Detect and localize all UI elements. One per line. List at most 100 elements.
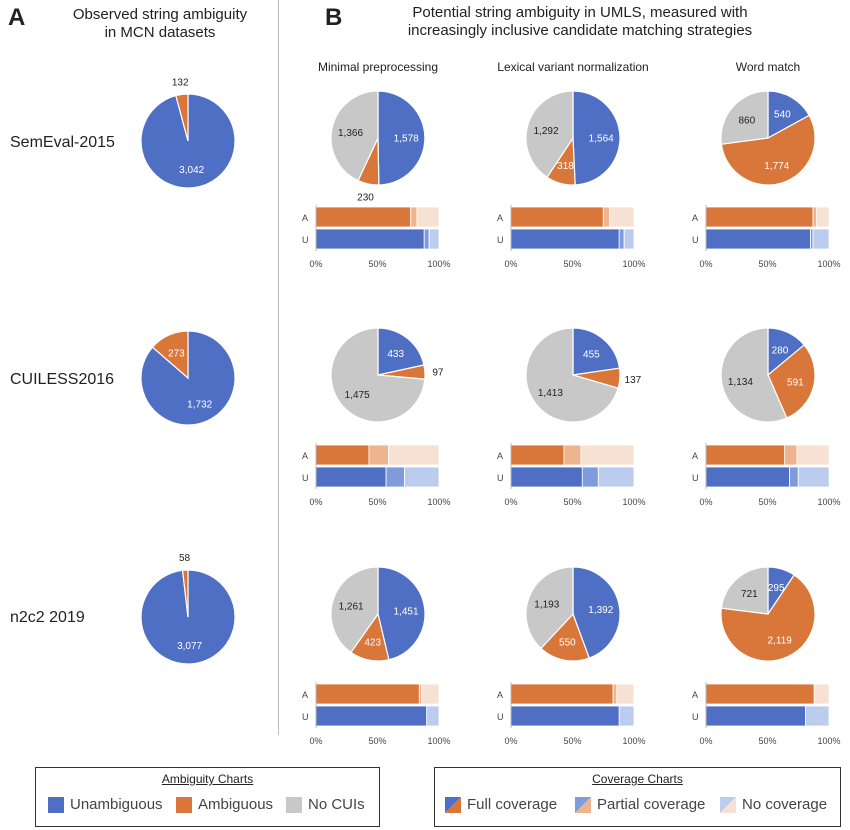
- bars-cuiless2016-lexical-variant-normalization-cat-A: A: [497, 451, 503, 461]
- bars-n2c2-2019-lexical-variant-normalization-bar-A-partial-coverage: [612, 683, 618, 705]
- bars-n2c2-2019-minimal-preprocessing-tick-0: 0%: [309, 736, 322, 746]
- pie-a-cuiless2016-slice-1: [151, 330, 189, 380]
- bars-n2c2-2019-lexical-variant-normalization-cat-U: U: [497, 712, 504, 722]
- legend-ambiguity-title: Ambiguity Charts: [161, 772, 254, 786]
- bars-semeval-2015-word-match-tick-1: 50%: [758, 259, 776, 269]
- pie-b-semeval-2015-lexical-variant-normalization-slice-0: [572, 90, 621, 186]
- pie-b-n2c2-2019-minimal-preprocessing-slice-0: [377, 566, 426, 661]
- panel-a-title: Observed string ambiguity in MCN dataset…: [40, 6, 280, 42]
- pie-b-cuiless2016-minimal-preprocessing-slice-0: [377, 327, 425, 376]
- pie-b-semeval-2015-word-match-slice-2: [720, 90, 769, 145]
- bars-cuiless2016-word-match-bar-A-full-coverage: [705, 444, 786, 466]
- bars-n2c2-2019-word-match-bar-U-no-coverage: [805, 705, 830, 727]
- bars-semeval-2015-minimal-preprocessing-cat-A: A: [302, 213, 308, 223]
- panel-a-title-line2: in MCN datasets: [104, 24, 216, 41]
- row-label-semeval: SemEval-2015: [10, 134, 115, 151]
- bars-n2c2-2019-word-match-cat-A: A: [692, 690, 698, 700]
- column-title-lexical: Lexical variant normalization: [497, 60, 649, 74]
- bars-semeval-2015-minimal-preprocessing-bar-U-full-coverage: [315, 228, 425, 250]
- pie-a-semeval-2015-slice-1: [175, 93, 189, 142]
- bars-n2c2-2019-minimal-preprocessing-cat-A: A: [302, 690, 308, 700]
- pie-b-semeval-2015-minimal-preprocessing-label-2: 1,366: [338, 128, 363, 139]
- pie-b-cuiless2016-word-match-label-0: 280: [772, 346, 789, 357]
- bars-semeval-2015-lexical-variant-normalization-bar-U-no-coverage: [623, 228, 635, 250]
- bars-cuiless2016-lexical-variant-normalization-tick-1: 50%: [563, 497, 581, 507]
- bars-semeval-2015-lexical-variant-normalization-bar-A-partial-coverage: [602, 206, 610, 228]
- bars-n2c2-2019-word-match-tick-0: 0%: [699, 736, 712, 746]
- bars-n2c2-2019-minimal-preprocessing-cat-U: U: [302, 712, 309, 722]
- pie-b-n2c2-2019-word-match-label-0: 295: [768, 583, 785, 594]
- bars-cuiless2016-word-match-tick-2: 100%: [817, 497, 840, 507]
- legend-item-full-coverage: Full coverage: [445, 796, 557, 813]
- legend-item-partial-coverage: Partial coverage: [575, 796, 705, 813]
- pie-b-cuiless2016-minimal-preprocessing-label-1: 97: [432, 367, 444, 378]
- pie-b-cuiless2016-lexical-variant-normalization-label-0: 455: [583, 350, 600, 361]
- bars-semeval-2015-minimal-preprocessing-bar-A-partial-coverage: [410, 206, 418, 228]
- pie-b-cuiless2016-word-match-label-1: 591: [787, 378, 804, 389]
- bars-semeval-2015-word-match-cat-A: A: [692, 213, 698, 223]
- pie-b-cuiless2016-word-match-label-2: 1,134: [728, 377, 753, 388]
- bars-cuiless2016-lexical-variant-normalization-bar-A-partial-coverage: [563, 444, 582, 466]
- bars-n2c2-2019-lexical-variant-normalization-bar-U-no-coverage: [618, 705, 635, 727]
- panel-divider: [278, 0, 279, 735]
- legend-label-ambiguous: Ambiguous: [198, 796, 274, 813]
- legend-label-partial-coverage: Partial coverage: [597, 796, 706, 813]
- pie-b-n2c2-2019-word-match-slice-1: [720, 574, 816, 662]
- pie-b-n2c2-2019-minimal-preprocessing-label-2: 1,261: [339, 602, 364, 613]
- pie-b-semeval-2015-word-match-label-2: 860: [738, 115, 755, 126]
- pie-b-cuiless2016-lexical-variant-normalization-label-1: 137: [625, 375, 642, 386]
- legend-label-no-coverage: No coverage: [742, 796, 828, 813]
- pie-b-n2c2-2019-lexical-variant-normalization-label-2: 1,193: [534, 600, 559, 611]
- pie-b-n2c2-2019-lexical-variant-normalization-slice-1: [540, 612, 590, 662]
- bars-cuiless2016-word-match-cat-A: A: [692, 451, 698, 461]
- bars-n2c2-2019-minimal-preprocessing-bar-U-full-coverage: [315, 705, 428, 727]
- pie-a-cuiless2016-label-1: 273: [168, 348, 185, 359]
- panel-a-letter: A: [8, 4, 26, 31]
- bars-cuiless2016-minimal-preprocessing-bar-U-no-coverage: [404, 466, 440, 488]
- pie-b-semeval-2015-minimal-preprocessing-label-0: 1,578: [394, 134, 419, 145]
- bars-cuiless2016-word-match-bar-U-no-coverage: [797, 466, 830, 488]
- bars-n2c2-2019-lexical-variant-normalization-bar-U-full-coverage: [510, 705, 620, 727]
- bars-semeval-2015-lexical-variant-normalization-bar-A-full-coverage: [510, 206, 604, 228]
- bars-semeval-2015-lexical-variant-normalization-cat-A: A: [497, 213, 503, 223]
- legend-coverage-title: Coverage Charts: [592, 772, 683, 786]
- pie-b-n2c2-2019-lexical-variant-normalization-label-1: 550: [559, 638, 576, 649]
- bars-cuiless2016-minimal-preprocessing-cat-A: A: [302, 451, 308, 461]
- bars-cuiless2016-lexical-variant-normalization-cat-U: U: [497, 473, 504, 483]
- legend-item-ambiguous: Ambiguous: [176, 796, 273, 813]
- bars-semeval-2015-word-match-tick-2: 100%: [817, 259, 840, 269]
- bars-cuiless2016-minimal-preprocessing-tick-1: 50%: [368, 497, 386, 507]
- pie-b-cuiless2016-minimal-preprocessing-slice-2: [330, 327, 426, 423]
- bars-n2c2-2019-word-match-tick-1: 50%: [758, 736, 776, 746]
- pie-b-semeval-2015-lexical-variant-normalization-label-0: 1,564: [589, 133, 614, 144]
- bars-n2c2-2019-minimal-preprocessing-bar-U-no-coverage: [426, 705, 440, 727]
- legend-item-no-coverage: No coverage: [720, 796, 827, 813]
- pie-b-semeval-2015-minimal-preprocessing-slice-2: [330, 90, 379, 182]
- bars-semeval-2015-lexical-variant-normalization-tick-1: 50%: [563, 259, 581, 269]
- legend-ambiguity: Ambiguity Charts Unambiguous Ambiguous N…: [35, 767, 380, 827]
- legend-swatch-full-coverage: [445, 796, 461, 813]
- bars-semeval-2015-minimal-preprocessing-tick-2: 100%: [427, 259, 450, 269]
- bars-semeval-2015-word-match-bar-A-partial-coverage: [812, 206, 818, 228]
- bars-semeval-2015-word-match-cat-U: U: [692, 235, 699, 245]
- bars-cuiless2016-lexical-variant-normalization-bar-U-no-coverage: [597, 466, 635, 488]
- pie-b-n2c2-2019-minimal-preprocessing-label-0: 1,451: [393, 607, 418, 618]
- bars-cuiless2016-word-match-bar-U-full-coverage: [705, 466, 790, 488]
- bars-semeval-2015-minimal-preprocessing-tick-0: 0%: [309, 259, 322, 269]
- pie-b-semeval-2015-word-match-slice-1: [720, 114, 816, 186]
- bars-cuiless2016-lexical-variant-normalization-bar-U-partial-coverage: [581, 466, 599, 488]
- bars-cuiless2016-minimal-preprocessing-tick-2: 100%: [427, 497, 450, 507]
- pie-a-n2c2-2019-slice-1: [181, 569, 189, 618]
- bars-n2c2-2019-lexical-variant-normalization-tick-0: 0%: [504, 736, 517, 746]
- bars-n2c2-2019-minimal-preprocessing-bar-A-no-coverage: [421, 683, 440, 705]
- legend-swatch-no-cuis: [286, 796, 302, 813]
- pie-b-semeval-2015-lexical-variant-normalization-label-1: 318: [557, 161, 574, 172]
- pie-b-semeval-2015-lexical-variant-normalization-label-2: 1,292: [533, 126, 558, 137]
- bars-n2c2-2019-word-match-bar-U-full-coverage: [705, 705, 806, 727]
- bars-cuiless2016-word-match-tick-0: 0%: [699, 497, 712, 507]
- legend-label-full-coverage: Full coverage: [467, 796, 558, 813]
- bars-semeval-2015-word-match-tick-0: 0%: [699, 259, 712, 269]
- pie-b-semeval-2015-word-match-label-1: 1,774: [764, 161, 789, 172]
- bars-semeval-2015-word-match-bar-U-no-coverage: [812, 228, 830, 250]
- bars-cuiless2016-lexical-variant-normalization-bar-A-no-coverage: [580, 444, 635, 466]
